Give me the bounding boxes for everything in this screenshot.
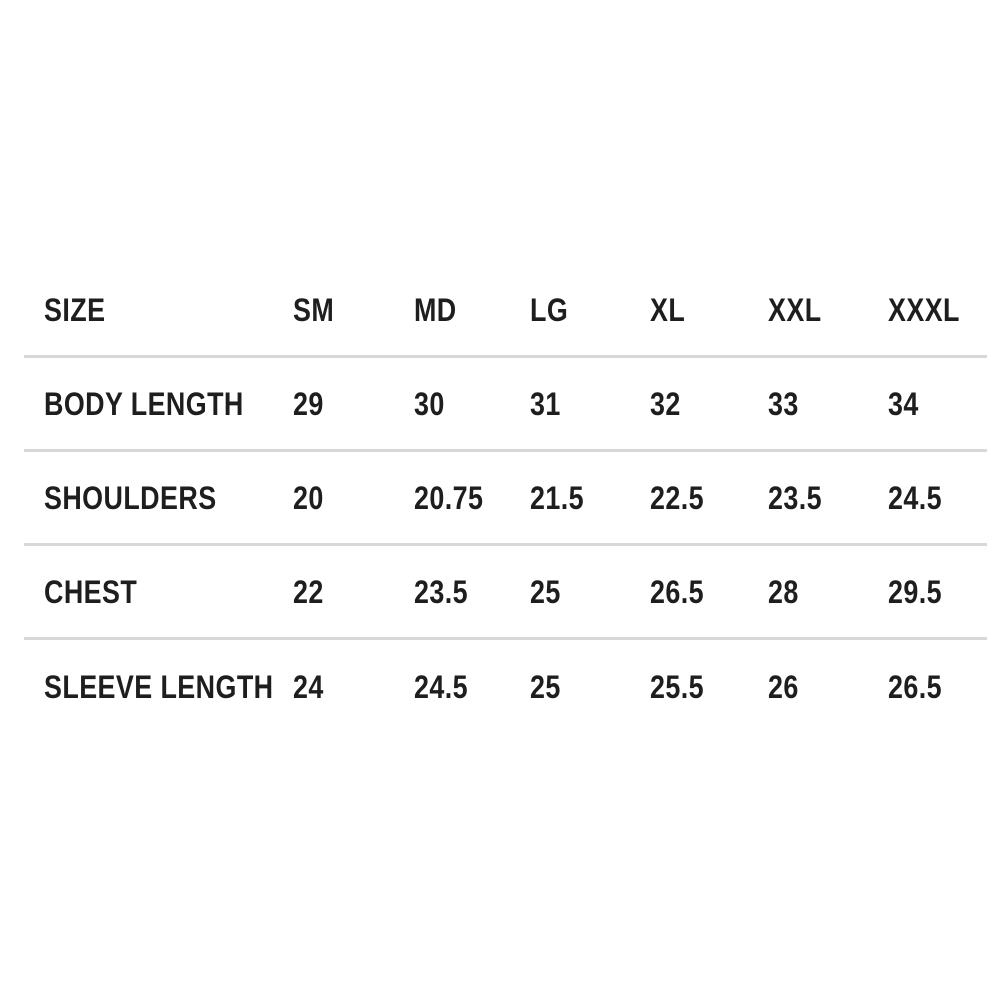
table-row-chest: CHEST 22 23.5 25 26.5 28 29.5 <box>24 546 987 640</box>
row-label-shoulders: SHOULDERS <box>44 479 217 516</box>
column-header-lg: LG <box>530 291 569 328</box>
cell-shoulders-xxl: 23.5 <box>768 479 822 516</box>
cell-sleeve-length-xxxl: 26.5 <box>888 669 942 705</box>
cell-shoulders-md: 20.75 <box>414 479 484 516</box>
cell-sleeve-length-xl: 25.5 <box>650 669 704 705</box>
column-header-xl: XL <box>650 291 686 328</box>
cell-shoulders-lg: 21.5 <box>530 479 584 516</box>
size-chart-table: SIZE SM MD LG XL XXL XXXL BODY LENGTH 29… <box>24 264 987 734</box>
row-label-body-length: BODY LENGTH <box>44 385 244 422</box>
cell-sleeve-length-lg: 25 <box>530 669 561 705</box>
table-row-body-length: BODY LENGTH 29 30 31 32 33 34 <box>24 358 987 452</box>
cell-body-length-md: 30 <box>414 385 445 422</box>
cell-chest-md: 23.5 <box>414 573 468 610</box>
column-header-xxxl: XXXL <box>888 291 960 328</box>
cell-body-length-sm: 29 <box>293 385 324 422</box>
cell-chest-xxxl: 29.5 <box>888 573 942 610</box>
cell-body-length-xxl: 33 <box>768 385 799 422</box>
cell-body-length-xxxl: 34 <box>888 385 919 422</box>
table-header-row: SIZE SM MD LG XL XXL XXXL <box>24 264 987 358</box>
column-header-size: SIZE <box>44 291 106 328</box>
cell-shoulders-xl: 22.5 <box>650 479 704 516</box>
row-label-chest: CHEST <box>44 573 138 610</box>
table-row-sleeve-length: SLEEVE LENGTH 24 24.5 25 25.5 26 26.5 <box>24 640 987 734</box>
cell-chest-sm: 22 <box>293 573 324 610</box>
cell-body-length-lg: 31 <box>530 385 561 422</box>
cell-shoulders-sm: 20 <box>293 479 324 516</box>
column-header-md: MD <box>414 291 457 328</box>
cell-chest-xl: 26.5 <box>650 573 704 610</box>
row-label-sleeve-length: SLEEVE LENGTH <box>44 669 274 705</box>
column-header-sm: SM <box>293 291 335 328</box>
cell-sleeve-length-md: 24.5 <box>414 669 468 705</box>
cell-body-length-xl: 32 <box>650 385 681 422</box>
cell-sleeve-length-sm: 24 <box>293 669 324 705</box>
cell-sleeve-length-xxl: 26 <box>768 669 799 705</box>
cell-chest-lg: 25 <box>530 573 561 610</box>
column-header-xxl: XXL <box>768 291 822 328</box>
cell-chest-xxl: 28 <box>768 573 799 610</box>
cell-shoulders-xxxl: 24.5 <box>888 479 942 516</box>
table-row-shoulders: SHOULDERS 20 20.75 21.5 22.5 23.5 24.5 <box>24 452 987 546</box>
